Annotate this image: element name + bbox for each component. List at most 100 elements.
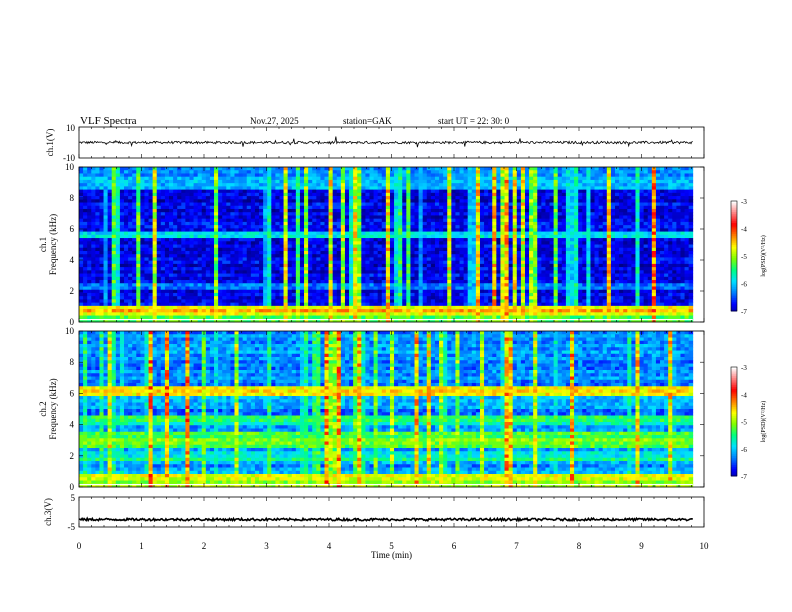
spectrogram-cell [472, 251, 476, 255]
spectrogram-cell [116, 209, 120, 213]
spectrogram-cell [95, 235, 99, 239]
spectrogram-cell [464, 267, 468, 271]
spectrogram-cell [194, 206, 198, 210]
spectrogram-cell [415, 232, 419, 236]
spectrogram-cell [116, 303, 120, 307]
spectrogram-cell [451, 183, 455, 187]
spectrogram-cell [325, 290, 329, 294]
spectrogram-cell [423, 190, 427, 194]
spectrogram-cell [468, 283, 472, 287]
spectrogram-cell [251, 225, 255, 229]
spectrogram-cell [284, 238, 288, 242]
spectrogram-cell [279, 167, 283, 171]
spectrogram-cell [357, 303, 361, 307]
spectrogram-cell [140, 212, 144, 216]
spectrogram-cell [279, 170, 283, 174]
spectrogram-cell [304, 270, 308, 274]
spectrogram-cell [132, 293, 136, 297]
spectrogram-cell [87, 299, 91, 303]
spectrogram-cell [447, 254, 451, 258]
spectrogram-cell [165, 245, 169, 249]
spectrogram-cell [218, 248, 222, 252]
spectrogram-cell [83, 177, 87, 181]
spectrogram-cell [202, 299, 206, 303]
spectrogram-cell [312, 283, 316, 287]
spectrogram-cell [300, 290, 304, 294]
spectrogram-cell [488, 261, 492, 265]
spectrogram-cell [153, 251, 157, 255]
spectrogram-cell [468, 232, 472, 236]
spectrogram-cell [104, 303, 108, 307]
spectrogram-cell [325, 312, 329, 316]
spectrogram-cell [394, 235, 398, 239]
spectrogram-cell [243, 190, 247, 194]
spectrogram-cell [410, 264, 414, 268]
spectrogram-cell [455, 296, 459, 300]
spectrogram-cell [382, 222, 386, 226]
spectrogram-cell [410, 299, 414, 303]
spectrogram-cell [169, 167, 173, 171]
spectrogram-cell [300, 251, 304, 255]
spectrogram-cell [206, 183, 210, 187]
spectrogram-cell [202, 190, 206, 194]
spectrogram-cell [382, 245, 386, 249]
spectrogram-cell [296, 180, 300, 184]
spectrogram-cell [149, 296, 153, 300]
spectrogram-cell [460, 293, 464, 297]
spectrogram-cell [439, 222, 443, 226]
spectrogram-cell [239, 186, 243, 190]
spectrogram-cell [198, 215, 202, 219]
spectrogram-cell [271, 193, 275, 197]
spectrogram-cell [161, 254, 165, 258]
spectrogram-cell [451, 193, 455, 197]
spectrogram-cell [427, 241, 431, 245]
spectrogram-cell [181, 199, 185, 203]
spectrogram-cell [234, 248, 238, 252]
spectrogram-cell [169, 274, 173, 278]
spectrogram-cell [185, 274, 189, 278]
spectrogram-cell [194, 167, 198, 171]
spectrogram-cell [230, 193, 234, 197]
spectrogram-cell [365, 167, 369, 171]
spectrogram-cell [165, 257, 169, 261]
spectrogram-cell [353, 212, 357, 216]
spectrogram-cell [116, 309, 120, 313]
spectrogram-cell [349, 206, 353, 210]
spectrogram-cell [439, 296, 443, 300]
spectrogram-cell [79, 267, 83, 271]
spectrogram-cell [222, 248, 226, 252]
spectrogram-cell [210, 177, 214, 181]
spectrogram-cell [161, 173, 165, 177]
spectrogram-cell [259, 177, 263, 181]
spectrogram-cell [284, 248, 288, 252]
spectrogram-cell [181, 180, 185, 184]
spectrogram-cell [296, 267, 300, 271]
spectrogram-cell [382, 312, 386, 316]
spectrogram-cell [91, 222, 95, 226]
spectrogram-cell [390, 196, 394, 200]
spectrogram-cell [267, 167, 271, 171]
spectrogram-cell [255, 293, 259, 297]
spectrogram-cell [345, 257, 349, 261]
spectrogram-cell [161, 296, 165, 300]
spectrogram-cell [202, 183, 206, 187]
spectrogram-cell [402, 232, 406, 236]
spectrogram-cell [365, 206, 369, 210]
spectrogram-cell [189, 170, 193, 174]
spectrogram-cell [173, 235, 177, 239]
spectrogram-cell [239, 267, 243, 271]
spectrogram-cell [120, 251, 124, 255]
spectrogram-cell [394, 264, 398, 268]
spectrogram-cell [390, 296, 394, 300]
spectrogram-cell [472, 186, 476, 190]
spectrogram-cell [263, 241, 267, 245]
spectrogram-cell [79, 251, 83, 255]
spectrogram-cell [153, 254, 157, 258]
spectrogram-cell [173, 203, 177, 207]
spectrogram-cell [349, 215, 353, 219]
spectrogram-cell [329, 193, 333, 197]
spectrogram-cell [488, 238, 492, 242]
spectrogram-cell [108, 293, 112, 297]
spectrogram-cell [251, 316, 255, 320]
spectrogram-cell [480, 186, 484, 190]
